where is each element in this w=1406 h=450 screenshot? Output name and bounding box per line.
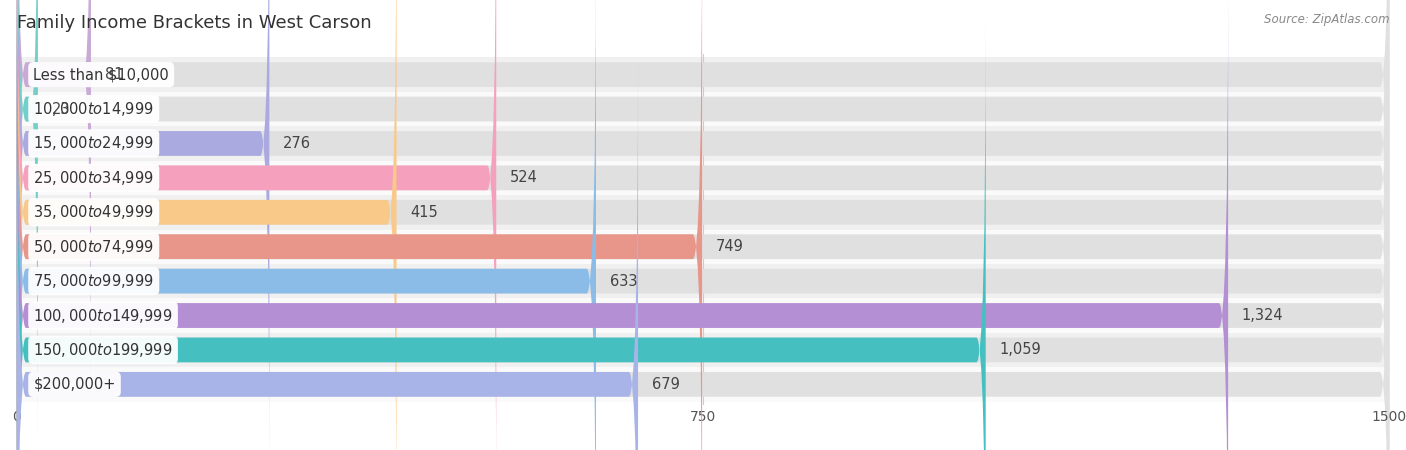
Text: Family Income Brackets in West Carson: Family Income Brackets in West Carson (17, 14, 371, 32)
FancyBboxPatch shape (17, 126, 1389, 161)
FancyBboxPatch shape (17, 0, 1389, 450)
FancyBboxPatch shape (17, 92, 1389, 126)
FancyBboxPatch shape (17, 0, 1389, 406)
Text: 633: 633 (610, 274, 637, 288)
FancyBboxPatch shape (17, 333, 1389, 367)
FancyBboxPatch shape (17, 58, 1389, 92)
Text: $200,000+: $200,000+ (34, 377, 115, 392)
FancyBboxPatch shape (17, 0, 1389, 450)
FancyBboxPatch shape (17, 0, 91, 406)
FancyBboxPatch shape (17, 0, 1389, 450)
Text: 524: 524 (510, 171, 538, 185)
Text: $50,000 to $74,999: $50,000 to $74,999 (34, 238, 155, 256)
Text: $35,000 to $49,999: $35,000 to $49,999 (34, 203, 155, 221)
FancyBboxPatch shape (17, 0, 38, 441)
FancyBboxPatch shape (17, 18, 1389, 450)
Text: 415: 415 (411, 205, 439, 220)
FancyBboxPatch shape (17, 0, 396, 450)
Text: $75,000 to $99,999: $75,000 to $99,999 (34, 272, 155, 290)
FancyBboxPatch shape (17, 0, 596, 450)
FancyBboxPatch shape (17, 298, 1389, 333)
FancyBboxPatch shape (17, 0, 270, 450)
FancyBboxPatch shape (17, 0, 702, 450)
FancyBboxPatch shape (17, 0, 496, 450)
FancyBboxPatch shape (17, 230, 1389, 264)
Text: 749: 749 (716, 239, 744, 254)
FancyBboxPatch shape (17, 18, 986, 450)
FancyBboxPatch shape (17, 161, 1389, 195)
FancyBboxPatch shape (17, 53, 638, 450)
FancyBboxPatch shape (17, 0, 1227, 450)
Text: 276: 276 (283, 136, 311, 151)
Text: 1,059: 1,059 (1000, 342, 1042, 357)
FancyBboxPatch shape (17, 264, 1389, 298)
Text: $10,000 to $14,999: $10,000 to $14,999 (34, 100, 155, 118)
Text: $100,000 to $149,999: $100,000 to $149,999 (34, 306, 173, 324)
FancyBboxPatch shape (17, 0, 1389, 450)
Text: 23: 23 (52, 102, 70, 117)
FancyBboxPatch shape (17, 0, 1389, 450)
Text: Source: ZipAtlas.com: Source: ZipAtlas.com (1264, 14, 1389, 27)
Text: $150,000 to $199,999: $150,000 to $199,999 (34, 341, 173, 359)
FancyBboxPatch shape (17, 0, 1389, 441)
FancyBboxPatch shape (17, 367, 1389, 401)
Text: 1,324: 1,324 (1241, 308, 1284, 323)
Text: Less than $10,000: Less than $10,000 (34, 67, 169, 82)
Text: $15,000 to $24,999: $15,000 to $24,999 (34, 135, 155, 153)
Text: 81: 81 (104, 67, 124, 82)
Text: 679: 679 (652, 377, 679, 392)
FancyBboxPatch shape (17, 53, 1389, 450)
Text: $25,000 to $34,999: $25,000 to $34,999 (34, 169, 155, 187)
FancyBboxPatch shape (17, 0, 1389, 450)
FancyBboxPatch shape (17, 195, 1389, 230)
